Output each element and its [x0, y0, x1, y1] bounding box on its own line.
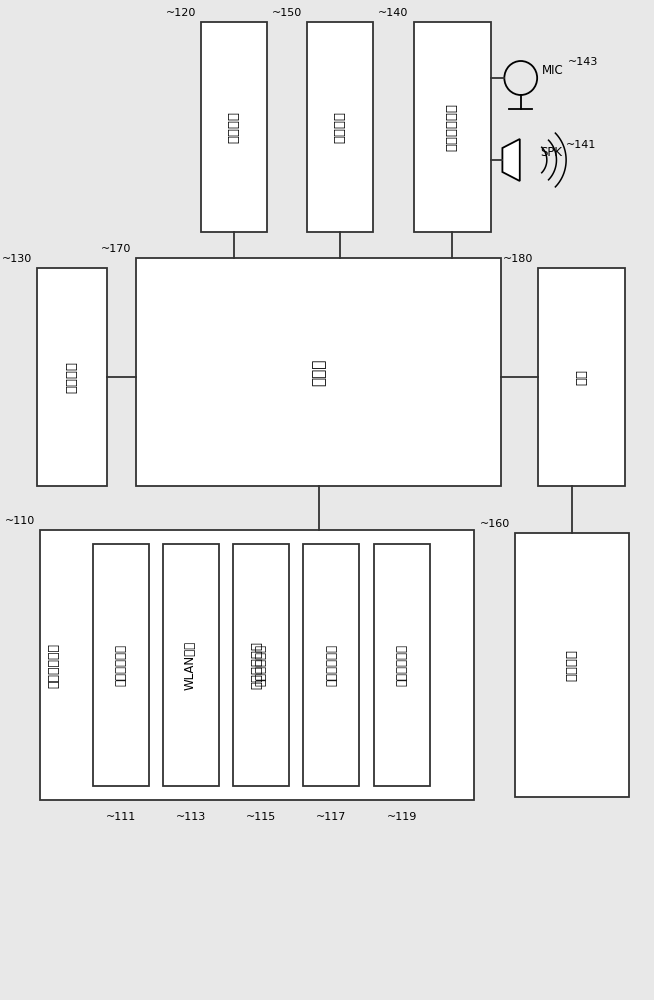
Text: ~113: ~113: [175, 812, 205, 822]
Text: ~130: ~130: [2, 254, 32, 264]
Bar: [538, 268, 625, 486]
Text: 接口单元: 接口单元: [566, 649, 578, 681]
Bar: [162, 544, 218, 786]
Text: 蜂窝通信模块: 蜂窝通信模块: [114, 644, 128, 686]
Text: ~111: ~111: [106, 812, 136, 822]
Text: ~119: ~119: [387, 812, 417, 822]
Bar: [233, 544, 289, 786]
Text: ~170: ~170: [101, 244, 131, 254]
Text: 存储单元: 存储单元: [334, 111, 347, 143]
Text: WLAN模块: WLAN模块: [184, 640, 197, 690]
Text: MIC: MIC: [542, 64, 564, 77]
Bar: [303, 544, 360, 786]
Text: 位置定位模块: 位置定位模块: [325, 644, 338, 686]
Text: ~110: ~110: [5, 516, 35, 526]
Bar: [413, 22, 490, 232]
Bar: [37, 268, 107, 486]
Text: ~117: ~117: [317, 812, 347, 822]
Bar: [93, 544, 149, 786]
Text: 音频处理单元: 音频处理单元: [445, 103, 458, 151]
Text: ~140: ~140: [379, 8, 409, 18]
Text: 输入单元: 输入单元: [228, 111, 241, 143]
Text: ~143: ~143: [568, 57, 598, 67]
Text: ~120: ~120: [166, 8, 196, 18]
Polygon shape: [502, 139, 520, 181]
Text: ~115: ~115: [246, 812, 276, 822]
Bar: [307, 22, 373, 232]
Text: ~150: ~150: [272, 8, 303, 18]
Text: 短程通信模块: 短程通信模块: [254, 644, 267, 686]
Text: ~160: ~160: [480, 519, 510, 529]
Text: 无线通信单元: 无线通信单元: [250, 641, 264, 689]
Text: 电源: 电源: [575, 369, 588, 385]
Text: SPK: SPK: [540, 146, 562, 159]
Bar: [40, 530, 474, 800]
Text: 无线通信单元: 无线通信单元: [47, 643, 60, 688]
Text: 显示单元: 显示单元: [65, 361, 78, 393]
Text: ~141: ~141: [566, 140, 596, 150]
Text: 广播接收模块: 广播接收模块: [396, 644, 409, 686]
Text: 控制器: 控制器: [311, 358, 326, 386]
Bar: [201, 22, 267, 232]
Bar: [374, 544, 430, 786]
Bar: [137, 258, 502, 486]
Bar: [515, 533, 629, 797]
Text: ~180: ~180: [503, 254, 533, 264]
